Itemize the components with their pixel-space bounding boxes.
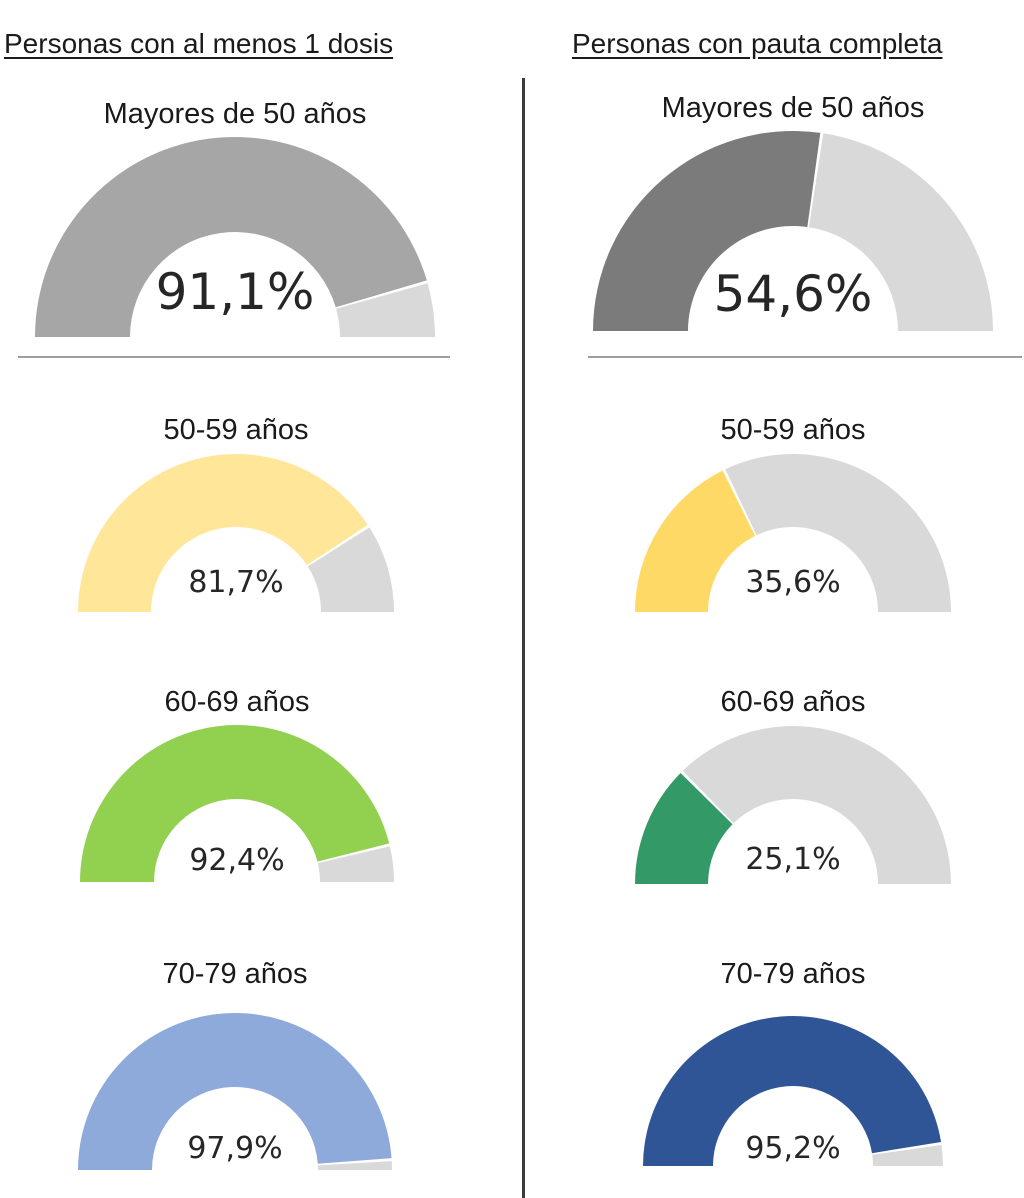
gauge-title-left-60-69-a-os: 60-69 años: [164, 686, 310, 718]
gauge-right-50-59-a-os: 35,6%: [635, 453, 951, 612]
gauge-filled-arc: [80, 725, 390, 882]
gauge-right-60-69-a-os: 25,1%: [635, 726, 951, 884]
gauge-filled-arc: [635, 772, 733, 884]
gauge-title-right-70-79-a-os: 70-79 años: [720, 958, 866, 990]
gauge-remaining-arc: [336, 283, 435, 337]
gauge-right-mayores-de-50-a-os: 54,6%: [593, 130, 993, 331]
gauge-value-label: 97,9%: [187, 1131, 282, 1166]
gauge-remaining-arc: [808, 133, 993, 331]
left-section-divider: [18, 356, 450, 358]
gauge-value-label: 92,4%: [189, 843, 284, 878]
gauge-filled-arc: [643, 1015, 942, 1166]
gauge-right-70-79-a-os: 95,2%: [643, 1015, 943, 1166]
gauge-filled-arc: [78, 454, 368, 612]
gauge-left-50-59-a-os: 81,7%: [78, 454, 394, 612]
column-divider: [522, 78, 525, 1198]
gauge-left-60-69-a-os: 92,4%: [80, 725, 394, 882]
gauge-remaining-arc: [317, 1161, 392, 1170]
gauge-filled-arc: [593, 130, 821, 331]
gauge-title-left-70-79-a-os: 70-79 años: [162, 958, 308, 990]
gauge-remaining-arc: [725, 453, 951, 612]
gauge-remaining-arc: [317, 846, 394, 882]
left-column-header: Personas con al menos 1 dosis: [4, 28, 394, 59]
gauge-filled-arc: [35, 137, 427, 337]
gauge-value-label: 91,1%: [156, 263, 315, 321]
gauge-value-label: 95,2%: [745, 1131, 840, 1166]
gauge-filled-arc: [78, 1012, 392, 1170]
gauge-title-left-mayores-de-50-a-os: Mayores de 50 años: [103, 98, 367, 130]
gauge-title-left-50-59-a-os: 50-59 años: [163, 414, 309, 446]
gauge-value-label: 25,1%: [745, 842, 840, 877]
gauge-title-right-50-59-a-os: 50-59 años: [720, 414, 866, 446]
gauge-left-mayores-de-50-a-os: 91,1%: [35, 137, 435, 337]
gauge-remaining-arc: [682, 726, 951, 884]
gauge-title-right-60-69-a-os: 60-69 años: [720, 686, 866, 718]
gauge-remaining-arc: [307, 527, 394, 612]
gauge-value-label: 35,6%: [745, 565, 840, 600]
right-section-divider: [588, 356, 1022, 358]
gauge-remaining-arc: [872, 1144, 943, 1166]
gauge-value-label: 54,6%: [714, 265, 873, 323]
gauge-title-right-mayores-de-50-a-os: Mayores de 50 años: [661, 92, 925, 124]
gauge-filled-arc: [635, 470, 756, 612]
gauge-value-label: 81,7%: [188, 565, 283, 600]
gauge-left-70-79-a-os: 97,9%: [78, 1012, 392, 1170]
right-column-header: Personas con pauta completa: [572, 28, 943, 59]
